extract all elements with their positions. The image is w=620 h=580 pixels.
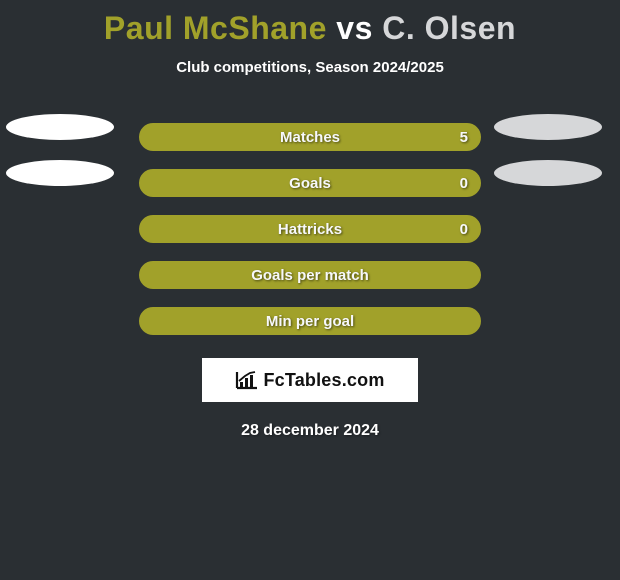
date-text: 28 december 2024: [0, 422, 620, 440]
stat-row: Goals 0: [0, 160, 620, 206]
logo-box[interactable]: FcTables.com: [202, 358, 418, 402]
stat-value: 0: [460, 221, 468, 238]
stat-row: Min per goal: [0, 298, 620, 344]
player2-ellipse: [494, 160, 602, 186]
stat-label: Goals per match: [251, 267, 369, 284]
stat-bar: Matches 5: [139, 123, 481, 151]
bar-chart-icon: [235, 370, 259, 390]
stat-label: Min per goal: [266, 313, 354, 330]
player1-ellipse: [6, 160, 114, 186]
stat-value: 0: [460, 175, 468, 192]
title-vs: vs: [327, 10, 382, 46]
stat-bar: Min per goal: [139, 307, 481, 335]
stat-row: Hattricks 0: [0, 206, 620, 252]
stat-row: Matches 5: [0, 114, 620, 160]
stat-bar: Goals 0: [139, 169, 481, 197]
logo-text: FcTables.com: [263, 370, 384, 391]
stat-label: Hattricks: [278, 221, 342, 238]
page-title: Paul McShane vs C. Olsen: [0, 0, 620, 47]
title-player1: Paul McShane: [104, 10, 327, 46]
player2-ellipse: [494, 114, 602, 140]
stat-row: Goals per match: [0, 252, 620, 298]
title-player2: C. Olsen: [382, 10, 516, 46]
stat-bar: Hattricks 0: [139, 215, 481, 243]
stat-value: 5: [460, 129, 468, 146]
stat-label: Goals: [289, 175, 331, 192]
subtitle: Club competitions, Season 2024/2025: [0, 59, 620, 76]
stat-bar: Goals per match: [139, 261, 481, 289]
stat-label: Matches: [280, 129, 340, 146]
stats-container: Matches 5 Goals 0 Hattricks 0 Goals per match M…: [0, 114, 620, 344]
player1-ellipse: [6, 114, 114, 140]
